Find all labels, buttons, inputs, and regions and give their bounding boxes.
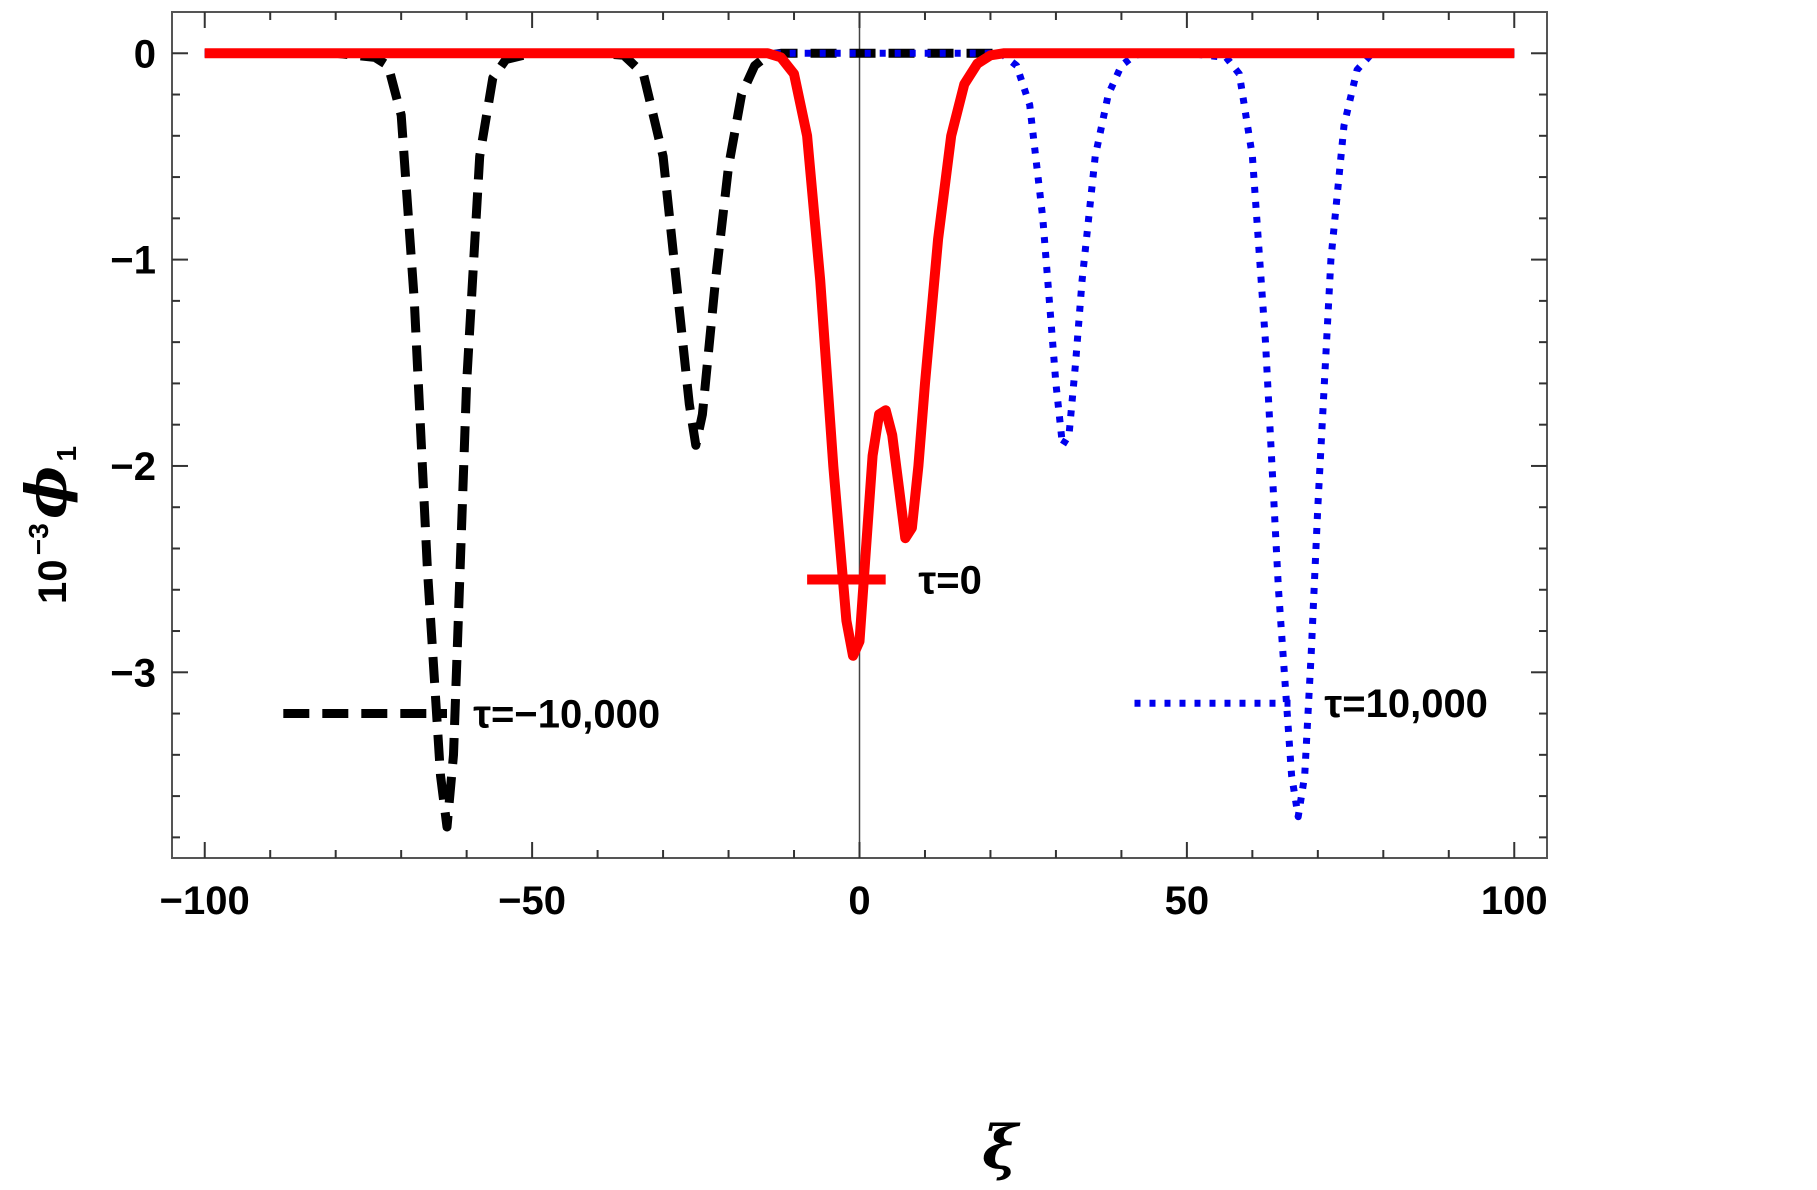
- x-tick-label: −100: [160, 879, 250, 923]
- series-layer: [204, 48, 1515, 832]
- y-axis-title-prefix: 10: [31, 560, 75, 605]
- legend-label-2: τ=10,000: [1324, 682, 1488, 726]
- tick-layer: −100 −50 0 50 100 0 −1 −2 −3: [110, 12, 1548, 923]
- x-tick-label: 50: [1165, 879, 1210, 923]
- series-line-1: [204, 48, 1515, 661]
- y-tick-label: −3: [110, 651, 156, 695]
- y-axis-title-exponent: −3: [23, 523, 54, 555]
- y-axis-title-subscript: 1: [51, 446, 82, 462]
- y-axis-title: 10 −3 ϕ 1: [14, 446, 82, 604]
- x-tick-label: 0: [848, 879, 870, 923]
- y-tick-label: 0: [134, 32, 156, 76]
- legend-label-0: τ=−10,000: [473, 693, 660, 737]
- y-tick-label: −2: [110, 445, 156, 489]
- legend-label-1: τ=0: [918, 558, 981, 602]
- y-axis-title-symbol: ϕ: [14, 466, 80, 519]
- legend-layer: τ=−10,000 τ=0 τ=10,000: [283, 558, 1488, 737]
- x-axis-title: ξ: [982, 1113, 1021, 1183]
- y-tick-label: −1: [110, 239, 156, 283]
- x-tick-label: −50: [498, 879, 566, 923]
- x-tick-label: 100: [1481, 879, 1548, 923]
- svg-text:10 −3 ϕ 1: 10 −3 ϕ 1: [14, 446, 82, 604]
